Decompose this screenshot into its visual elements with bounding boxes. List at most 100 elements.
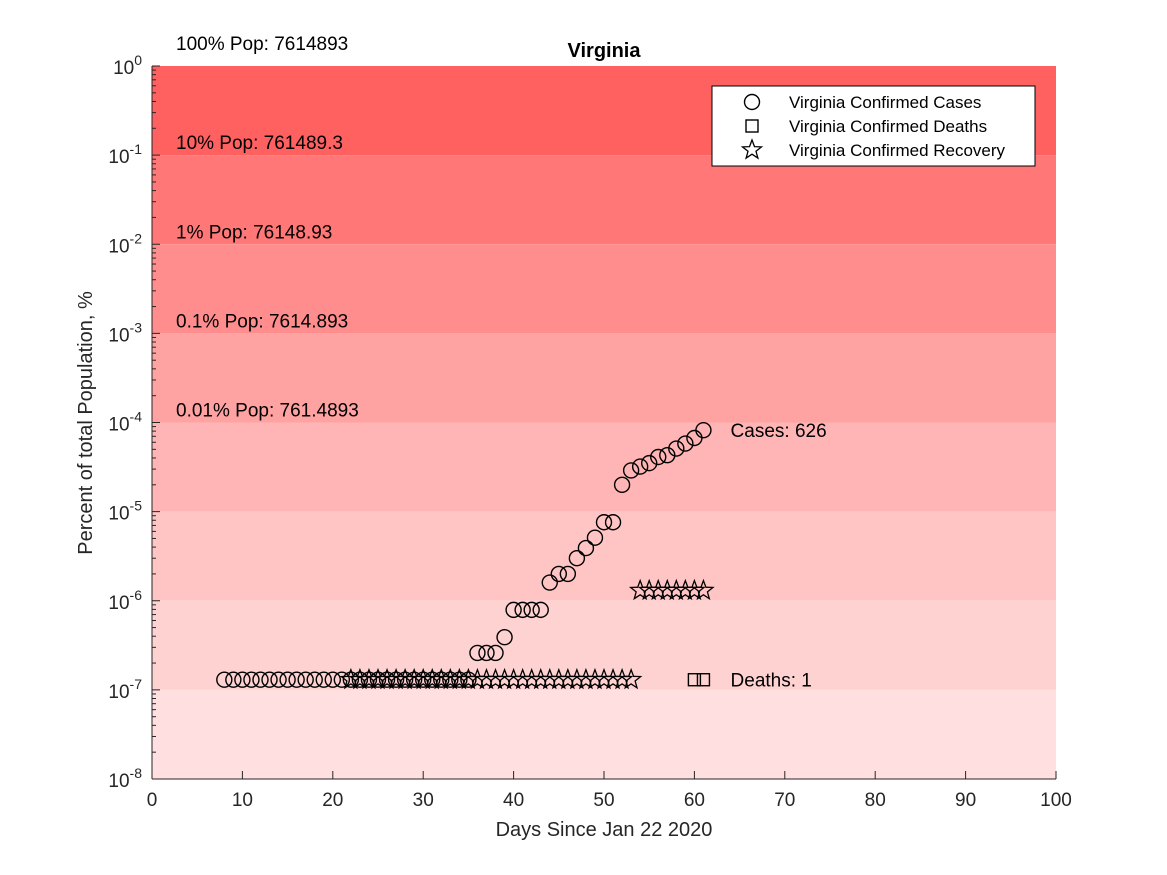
circle-point — [306, 671, 323, 688]
circle-point — [505, 601, 522, 619]
circle-point — [270, 671, 287, 688]
circle-point — [216, 671, 233, 688]
x-tick-label-7: 70 — [774, 790, 795, 811]
legend-marker-star — [740, 138, 764, 160]
circle-point — [478, 644, 495, 662]
y-tick-label-7: 10-7 — [108, 676, 142, 703]
band-label-4: 0.01% Pop: 761.4893 — [176, 401, 359, 422]
circle-point — [360, 671, 378, 688]
circle-point — [487, 644, 504, 662]
circle-point — [613, 476, 631, 493]
square-point — [687, 673, 702, 687]
circle-point — [541, 574, 558, 591]
circle-point — [460, 671, 477, 688]
band-label-2: 1% Pop: 76148.93 — [176, 222, 332, 243]
circle-point — [405, 671, 423, 688]
x-axis-title: Days Since Jan 22 2020 — [496, 819, 713, 841]
circle-point — [514, 601, 531, 619]
circle-point — [523, 601, 540, 619]
x-tick-label-5: 50 — [593, 790, 614, 811]
annotation-0: Cases: 626 — [731, 421, 827, 442]
chart-title: Virginia — [568, 40, 642, 62]
series-star — [339, 578, 715, 690]
band-5 — [152, 511, 1056, 601]
annotation-1: Deaths: 1 — [731, 671, 812, 692]
x-tick-label-0: 0 — [147, 790, 158, 811]
circle-point — [568, 550, 586, 567]
circle-point — [677, 435, 694, 452]
circle-point — [315, 671, 332, 688]
circle-point — [351, 671, 369, 688]
circle-point — [297, 671, 314, 688]
series-square — [687, 673, 711, 687]
annotations: Cases: 626 Deaths: 1 — [731, 421, 827, 692]
circle-point — [342, 671, 360, 688]
circle-point — [279, 671, 296, 688]
x-tick-label-6: 60 — [684, 790, 705, 811]
circle-point — [595, 514, 613, 531]
circle-point — [586, 529, 604, 546]
circle-point — [433, 671, 450, 688]
circle-point — [396, 671, 414, 688]
legend-entry-label: Virginia Confirmed Recovery — [789, 141, 1006, 160]
series-circle — [216, 421, 712, 688]
y-tick-label-2: 10-2 — [108, 230, 142, 257]
circle-point — [324, 671, 341, 688]
circle-point — [225, 671, 242, 688]
circle-point — [378, 671, 396, 688]
band-2 — [152, 244, 1056, 334]
legend: Virginia Confirmed Cases Virginia Confirm… — [711, 85, 1036, 167]
circle-point — [261, 671, 278, 688]
circle-point — [234, 671, 251, 688]
x-tick-label-9: 90 — [955, 790, 976, 811]
star-point — [619, 667, 643, 690]
band-labels: 100% Pop: 7614893 10% Pop: 761489.3 1% Pop… — [176, 34, 359, 422]
y-tick-label-3: 10-3 — [108, 319, 142, 346]
y-tick-label-5: 10-5 — [108, 498, 142, 525]
circle-point — [550, 565, 567, 583]
circle-point — [631, 458, 649, 475]
series-layer — [216, 421, 715, 690]
circle-point — [387, 671, 405, 688]
legend-marker-circle — [743, 93, 761, 111]
circle-point — [659, 446, 676, 464]
circle-point — [415, 671, 432, 688]
band-label-3: 0.1% Pop: 7614.893 — [176, 311, 348, 332]
circle-point — [577, 539, 595, 557]
circle-point — [496, 628, 513, 646]
circle-point — [369, 671, 387, 688]
circle-point — [469, 644, 486, 662]
circle-point — [532, 601, 549, 619]
square-point — [696, 673, 711, 687]
x-tick-label-10: 100 — [1040, 790, 1072, 811]
circle-point — [442, 671, 459, 688]
band-label-1: 10% Pop: 761489.3 — [176, 133, 343, 154]
star-point — [692, 578, 715, 601]
y-tick-label-4: 10-4 — [108, 409, 142, 436]
band-1 — [152, 155, 1056, 245]
circle-point — [252, 671, 269, 688]
band-3 — [152, 333, 1056, 423]
legend-entry-label: Virginia Confirmed Cases — [789, 93, 981, 112]
legend-box — [711, 85, 1036, 167]
x-tick-label-1: 10 — [232, 790, 253, 811]
x-tick-label-4: 40 — [503, 790, 524, 811]
band-4 — [152, 422, 1056, 512]
circle-point — [622, 462, 640, 479]
circle-point — [604, 514, 622, 531]
y-tick-label-0: 100 — [113, 52, 142, 79]
x-tick-label-3: 30 — [413, 790, 434, 811]
circle-point — [668, 440, 685, 457]
circle-point — [641, 454, 658, 472]
circle-point — [288, 671, 305, 688]
background-bands — [152, 66, 1056, 779]
band-7 — [152, 689, 1056, 779]
band-label-0: 100% Pop: 7614893 — [176, 34, 348, 55]
circle-point — [243, 671, 260, 688]
y-tick-label-8: 10-8 — [108, 765, 142, 792]
circle-point — [424, 671, 441, 688]
axes: 0 10 20 30 40 50 60 70 80 90 100 100 10-1 10-2 10-3 10-… — [108, 52, 1071, 811]
x-tick-label-8: 80 — [865, 790, 886, 811]
legend-entry-label: Virginia Confirmed Deaths — [789, 117, 987, 136]
